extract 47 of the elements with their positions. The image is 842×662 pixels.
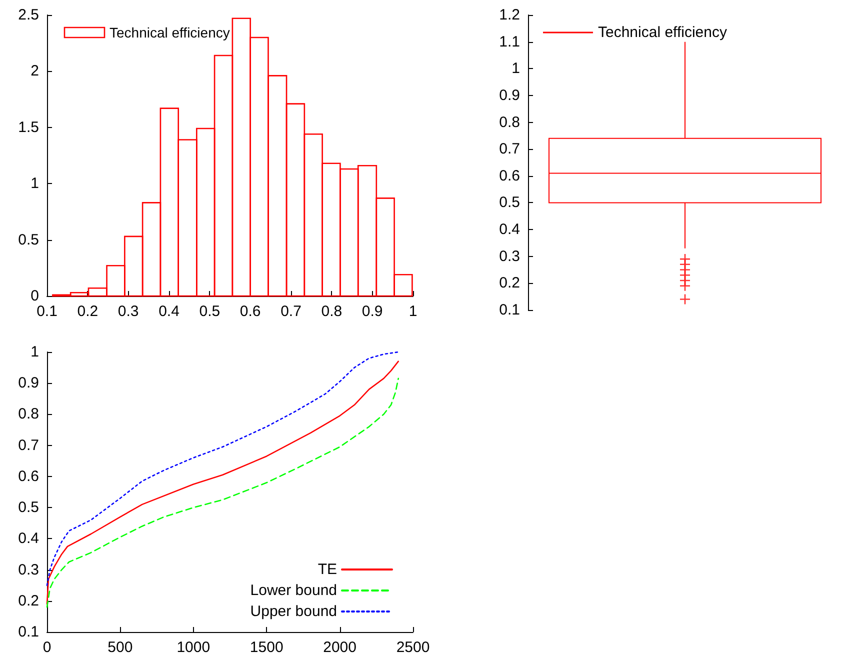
y-tick-label: 0.5 bbox=[18, 499, 39, 516]
y-tick-label: 0.2 bbox=[499, 274, 520, 292]
x-tick-label: 0.3 bbox=[118, 303, 139, 320]
y-tick-label: 0.3 bbox=[499, 248, 520, 265]
y-tick-label: 2 bbox=[30, 62, 39, 80]
y-tick-label: 0.5 bbox=[499, 194, 520, 212]
x-tick-label: 0.6 bbox=[240, 303, 261, 320]
y-tick-label: 0.4 bbox=[18, 530, 39, 548]
x-tick-label: 2500 bbox=[396, 639, 430, 656]
y-tick-label: 0.9 bbox=[18, 374, 39, 392]
y-tick-label: 0.8 bbox=[499, 114, 520, 131]
x-tick-label: 500 bbox=[108, 639, 133, 656]
y-tick-label: 0 bbox=[30, 288, 39, 304]
x-tick-label: 2000 bbox=[323, 639, 356, 656]
x-tick-label: 0 bbox=[42, 639, 52, 656]
legend-label: Technical efficiency bbox=[598, 24, 728, 41]
y-tick-label: 0.6 bbox=[18, 468, 39, 485]
x-tick-label: 1500 bbox=[250, 639, 284, 656]
x-tick-label: 0.5 bbox=[199, 303, 220, 320]
y-tick-label: 0.7 bbox=[18, 436, 39, 454]
y-tick-label: 0.6 bbox=[499, 167, 520, 184]
y-tick-label: 1.2 bbox=[499, 6, 520, 24]
x-tick-label: 0.4 bbox=[158, 303, 180, 320]
y-tick-label: 0.2 bbox=[18, 592, 39, 610]
y-tick-label: 0.5 bbox=[18, 231, 39, 248]
y-tick-label: 2.5 bbox=[18, 6, 39, 24]
y-tick-label: 0.4 bbox=[499, 221, 520, 238]
y-tick-label: 0.8 bbox=[18, 406, 39, 423]
legend-label: TE bbox=[318, 561, 337, 578]
x-tick-label: 0.2 bbox=[77, 303, 98, 320]
y-tick-label: 0.9 bbox=[499, 86, 520, 104]
y-tick-label: 1.1 bbox=[499, 33, 520, 50]
y-tick-label: 0.7 bbox=[499, 140, 520, 158]
y-tick-label: 1 bbox=[30, 344, 39, 360]
x-tick-label: 0.8 bbox=[321, 303, 342, 320]
y-tick-label: 0.1 bbox=[18, 624, 39, 640]
y-tick-label: 1 bbox=[512, 60, 520, 78]
x-tick-label: 0.7 bbox=[280, 303, 302, 320]
x-tick-label: 0.9 bbox=[362, 303, 383, 320]
legend-label: Upper bound bbox=[250, 603, 337, 620]
x-tick-label: 1 bbox=[408, 303, 418, 320]
legend-label: Lower bound bbox=[250, 582, 337, 599]
y-tick-label: 1.5 bbox=[18, 118, 39, 136]
legend-label: Technical efficiency bbox=[110, 24, 230, 40]
y-tick-label: 1 bbox=[30, 175, 39, 192]
y-tick-label: 0.3 bbox=[18, 561, 39, 578]
x-tick-label: 1000 bbox=[176, 639, 210, 656]
